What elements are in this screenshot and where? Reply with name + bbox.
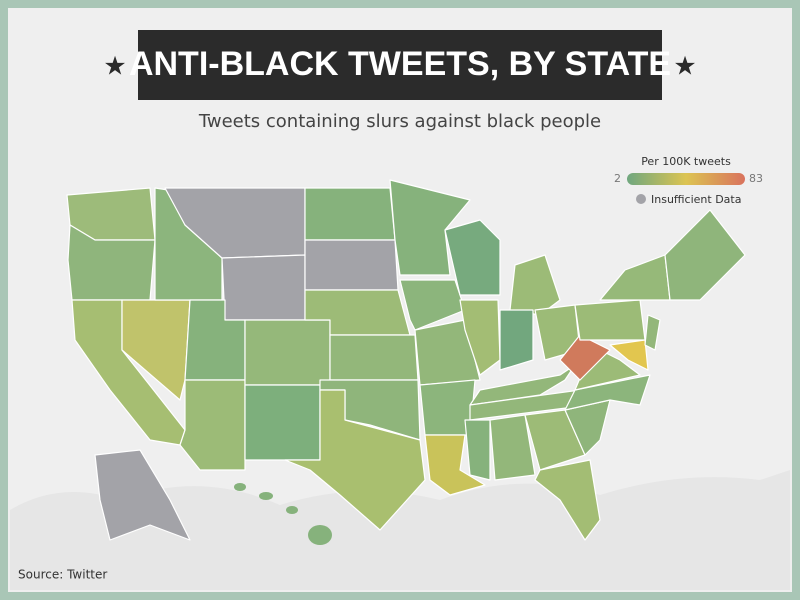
legend-title: Per 100K tweets (641, 155, 731, 168)
state (534, 459, 601, 541)
state (234, 483, 246, 491)
state (244, 384, 321, 461)
state (609, 339, 649, 371)
state (179, 379, 246, 471)
state (304, 187, 396, 241)
legend-no-data-label: Insufficient Data (651, 193, 741, 206)
legend-scale (627, 173, 745, 185)
legend-max: 83 (749, 172, 763, 185)
state (259, 492, 273, 500)
state (459, 299, 501, 376)
title: ANTI-BLACK TWEETS, BY STATE (129, 45, 671, 83)
state (244, 319, 331, 386)
star: ★ (673, 52, 696, 82)
state (499, 309, 534, 371)
state (664, 209, 746, 301)
map (66, 179, 746, 545)
state (329, 334, 419, 381)
title-box (138, 30, 662, 100)
state (644, 314, 661, 351)
source: Source: Twitter (18, 568, 107, 582)
state (304, 239, 399, 291)
state (509, 254, 561, 316)
state (464, 419, 491, 481)
state (559, 334, 611, 381)
state (574, 299, 646, 341)
state (414, 319, 481, 386)
legend-min: 2 (614, 172, 621, 185)
state (399, 279, 466, 331)
state (286, 506, 298, 514)
state (444, 219, 501, 296)
state (284, 389, 426, 531)
star: ★ (103, 52, 126, 82)
state (489, 414, 536, 481)
state (424, 434, 486, 496)
state (221, 254, 306, 321)
state (308, 525, 332, 545)
state (564, 374, 651, 411)
subtitle: Tweets containing slurs against black pe… (198, 111, 601, 132)
legend-no-data-swatch (636, 194, 646, 204)
state (389, 179, 471, 276)
state (94, 449, 191, 541)
